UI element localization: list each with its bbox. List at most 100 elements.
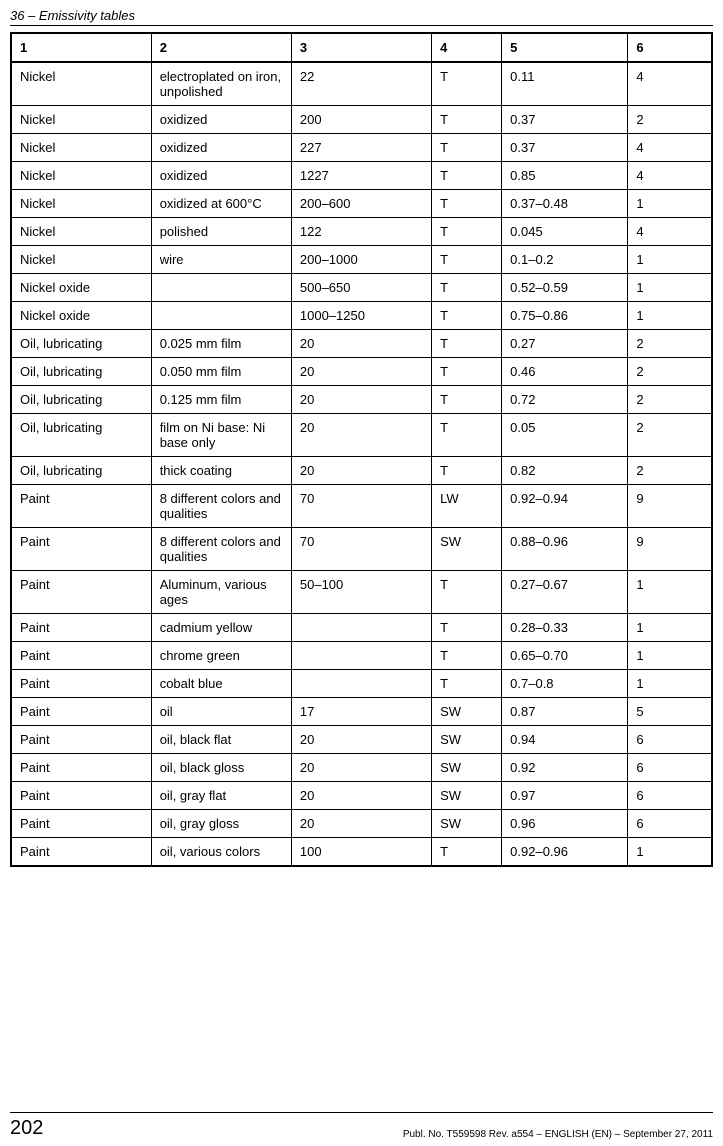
table-cell: Nickel bbox=[11, 218, 151, 246]
table-cell: 0.87 bbox=[502, 698, 628, 726]
table-cell: 0.11 bbox=[502, 62, 628, 106]
table-cell: 0.37 bbox=[502, 106, 628, 134]
table-cell: T bbox=[432, 218, 502, 246]
table-row: Nickeloxidized227T0.374 bbox=[11, 134, 712, 162]
table-cell: 1000–1250 bbox=[291, 302, 431, 330]
table-cell: Paint bbox=[11, 642, 151, 670]
table-cell: SW bbox=[432, 528, 502, 571]
table-header-row: 1 2 3 4 5 6 bbox=[11, 33, 712, 62]
page-number: 202 bbox=[10, 1117, 43, 1140]
table-cell: SW bbox=[432, 698, 502, 726]
table-cell: 1 bbox=[628, 614, 712, 642]
col-header: 2 bbox=[151, 33, 291, 62]
table-cell: Nickel bbox=[11, 106, 151, 134]
emissivity-table: 1 2 3 4 5 6 Nickelelectroplated on iron,… bbox=[10, 32, 713, 867]
table-cell: chrome green bbox=[151, 642, 291, 670]
table-cell: 2 bbox=[628, 386, 712, 414]
table-cell: 500–650 bbox=[291, 274, 431, 302]
table-cell: Nickel bbox=[11, 134, 151, 162]
table-cell: 0.65–0.70 bbox=[502, 642, 628, 670]
table-cell: oil, gray flat bbox=[151, 782, 291, 810]
table-cell: T bbox=[432, 614, 502, 642]
table-cell: 0.125 mm film bbox=[151, 386, 291, 414]
table-cell bbox=[291, 642, 431, 670]
table-cell: 50–100 bbox=[291, 571, 431, 614]
table-cell: T bbox=[432, 302, 502, 330]
table-cell: Paint bbox=[11, 810, 151, 838]
table-cell: 1 bbox=[628, 571, 712, 614]
table-cell: SW bbox=[432, 782, 502, 810]
table-cell: 1 bbox=[628, 838, 712, 867]
table-cell: 70 bbox=[291, 485, 431, 528]
table-cell: 2 bbox=[628, 358, 712, 386]
table-row: Paintoil, black flat20SW0.946 bbox=[11, 726, 712, 754]
table-cell: 0.05 bbox=[502, 414, 628, 457]
table-cell: Nickel oxide bbox=[11, 274, 151, 302]
table-row: Oil, lubricatingfilm on Ni base: Ni base… bbox=[11, 414, 712, 457]
table-cell: T bbox=[432, 642, 502, 670]
table-cell: 122 bbox=[291, 218, 431, 246]
table-cell: oil, various colors bbox=[151, 838, 291, 867]
table-cell: thick coating bbox=[151, 457, 291, 485]
table-cell: 0.94 bbox=[502, 726, 628, 754]
table-cell: 0.045 bbox=[502, 218, 628, 246]
table-row: Oil, lubricating0.050 mm film20T0.462 bbox=[11, 358, 712, 386]
table-cell: 0.85 bbox=[502, 162, 628, 190]
table-cell: 20 bbox=[291, 414, 431, 457]
table-cell: T bbox=[432, 414, 502, 457]
table-cell: oil, gray gloss bbox=[151, 810, 291, 838]
table-cell: Paint bbox=[11, 485, 151, 528]
table-cell: T bbox=[432, 274, 502, 302]
table-row: Oil, lubricating0.125 mm film20T0.722 bbox=[11, 386, 712, 414]
table-row: Paintoil, black gloss20SW0.926 bbox=[11, 754, 712, 782]
table-cell: 200–600 bbox=[291, 190, 431, 218]
table-cell: Nickel bbox=[11, 162, 151, 190]
table-row: Nickeloxidized200T0.372 bbox=[11, 106, 712, 134]
table-cell: Nickel oxide bbox=[11, 302, 151, 330]
table-cell: oxidized at 600°C bbox=[151, 190, 291, 218]
table-cell: 20 bbox=[291, 330, 431, 358]
table-cell: Paint bbox=[11, 571, 151, 614]
table-cell: T bbox=[432, 358, 502, 386]
table-row: Nickelelectroplated on iron, unpolished2… bbox=[11, 62, 712, 106]
table-row: Paintoil17SW0.875 bbox=[11, 698, 712, 726]
table-row: Nickel oxide500–650T0.52–0.591 bbox=[11, 274, 712, 302]
table-cell: oxidized bbox=[151, 106, 291, 134]
table-cell: Oil, lubricating bbox=[11, 358, 151, 386]
col-header: 3 bbox=[291, 33, 431, 62]
col-header: 5 bbox=[502, 33, 628, 62]
table-cell: 0.82 bbox=[502, 457, 628, 485]
page: 36 – Emissivity tables 1 2 3 4 5 6 Nicke… bbox=[0, 0, 723, 1146]
table-cell: oxidized bbox=[151, 162, 291, 190]
table-cell: polished bbox=[151, 218, 291, 246]
table-cell: 0.27 bbox=[502, 330, 628, 358]
table-cell: 1 bbox=[628, 670, 712, 698]
table-row: Nickelpolished122T0.0454 bbox=[11, 218, 712, 246]
table-cell: 6 bbox=[628, 810, 712, 838]
table-row: Nickeloxidized1227T0.854 bbox=[11, 162, 712, 190]
table-cell bbox=[291, 614, 431, 642]
table-cell: 9 bbox=[628, 528, 712, 571]
table-row: Oil, lubricatingthick coating20T0.822 bbox=[11, 457, 712, 485]
table-cell: T bbox=[432, 134, 502, 162]
col-header: 6 bbox=[628, 33, 712, 62]
table-cell: 9 bbox=[628, 485, 712, 528]
table-row: Paintoil, gray gloss20SW0.966 bbox=[11, 810, 712, 838]
table-cell: 0.37 bbox=[502, 134, 628, 162]
table-cell: 20 bbox=[291, 457, 431, 485]
table-row: Oil, lubricating0.025 mm film20T0.272 bbox=[11, 330, 712, 358]
table-cell: 6 bbox=[628, 754, 712, 782]
table-cell: 1 bbox=[628, 190, 712, 218]
table-cell: 20 bbox=[291, 386, 431, 414]
table-cell: T bbox=[432, 457, 502, 485]
table-cell: 20 bbox=[291, 754, 431, 782]
table-cell: 2 bbox=[628, 414, 712, 457]
table-cell bbox=[151, 274, 291, 302]
table-cell: 70 bbox=[291, 528, 431, 571]
table-body: Nickelelectroplated on iron, unpolished2… bbox=[11, 62, 712, 866]
table-cell: 0.050 mm film bbox=[151, 358, 291, 386]
table-cell bbox=[151, 302, 291, 330]
table-cell: 0.52–0.59 bbox=[502, 274, 628, 302]
table-cell: 0.92–0.96 bbox=[502, 838, 628, 867]
table-cell: Oil, lubricating bbox=[11, 330, 151, 358]
